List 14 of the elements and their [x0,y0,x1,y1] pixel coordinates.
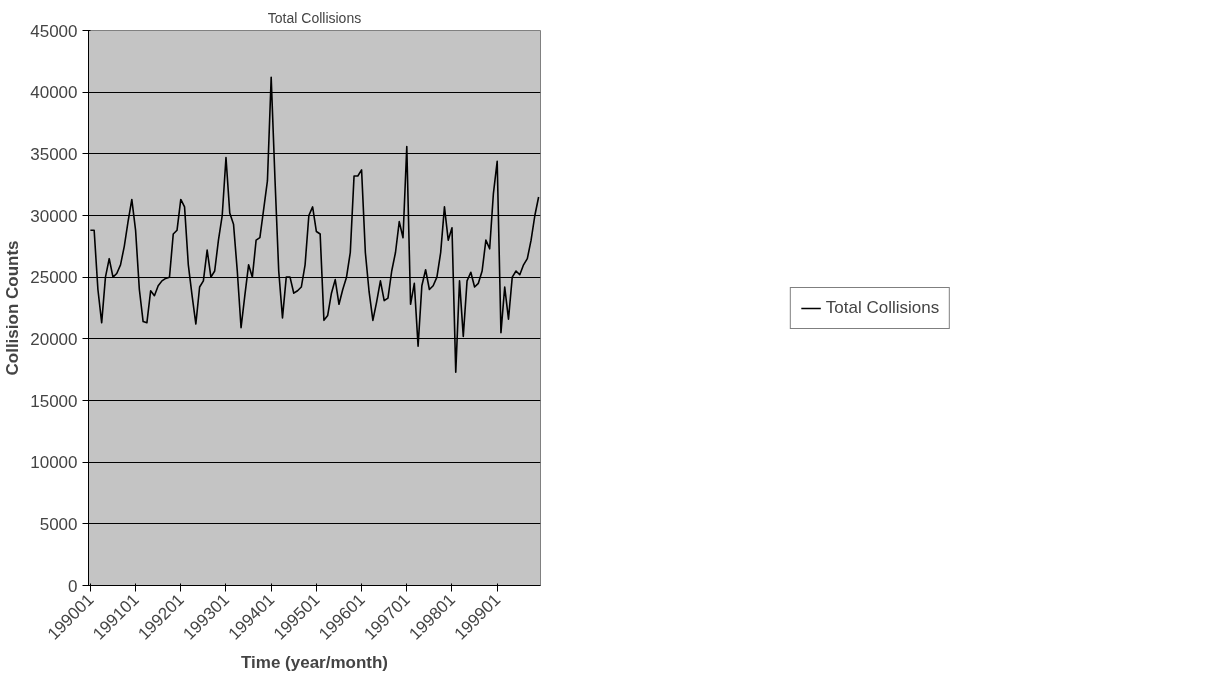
y-tick-label: 40000 [30,83,78,103]
legend-label: Total Collisions [825,297,940,318]
y-axis-title: Collision Counts [3,240,23,376]
y-tick-label: 10000 [30,453,78,473]
y-tick-label: 30000 [30,206,78,226]
y-tick-label: 15000 [30,391,78,411]
y-tick-label: 0 [68,576,78,596]
y-tick-label: 5000 [39,514,78,534]
y-tick-label: 35000 [30,144,78,164]
y-tick-label: 45000 [30,21,78,41]
y-tick-label: 25000 [30,268,78,288]
x-axis-title: Time (year/month) [240,653,389,673]
y-tick-label: 20000 [30,329,78,349]
chart-title: Total Collisions [267,9,362,26]
